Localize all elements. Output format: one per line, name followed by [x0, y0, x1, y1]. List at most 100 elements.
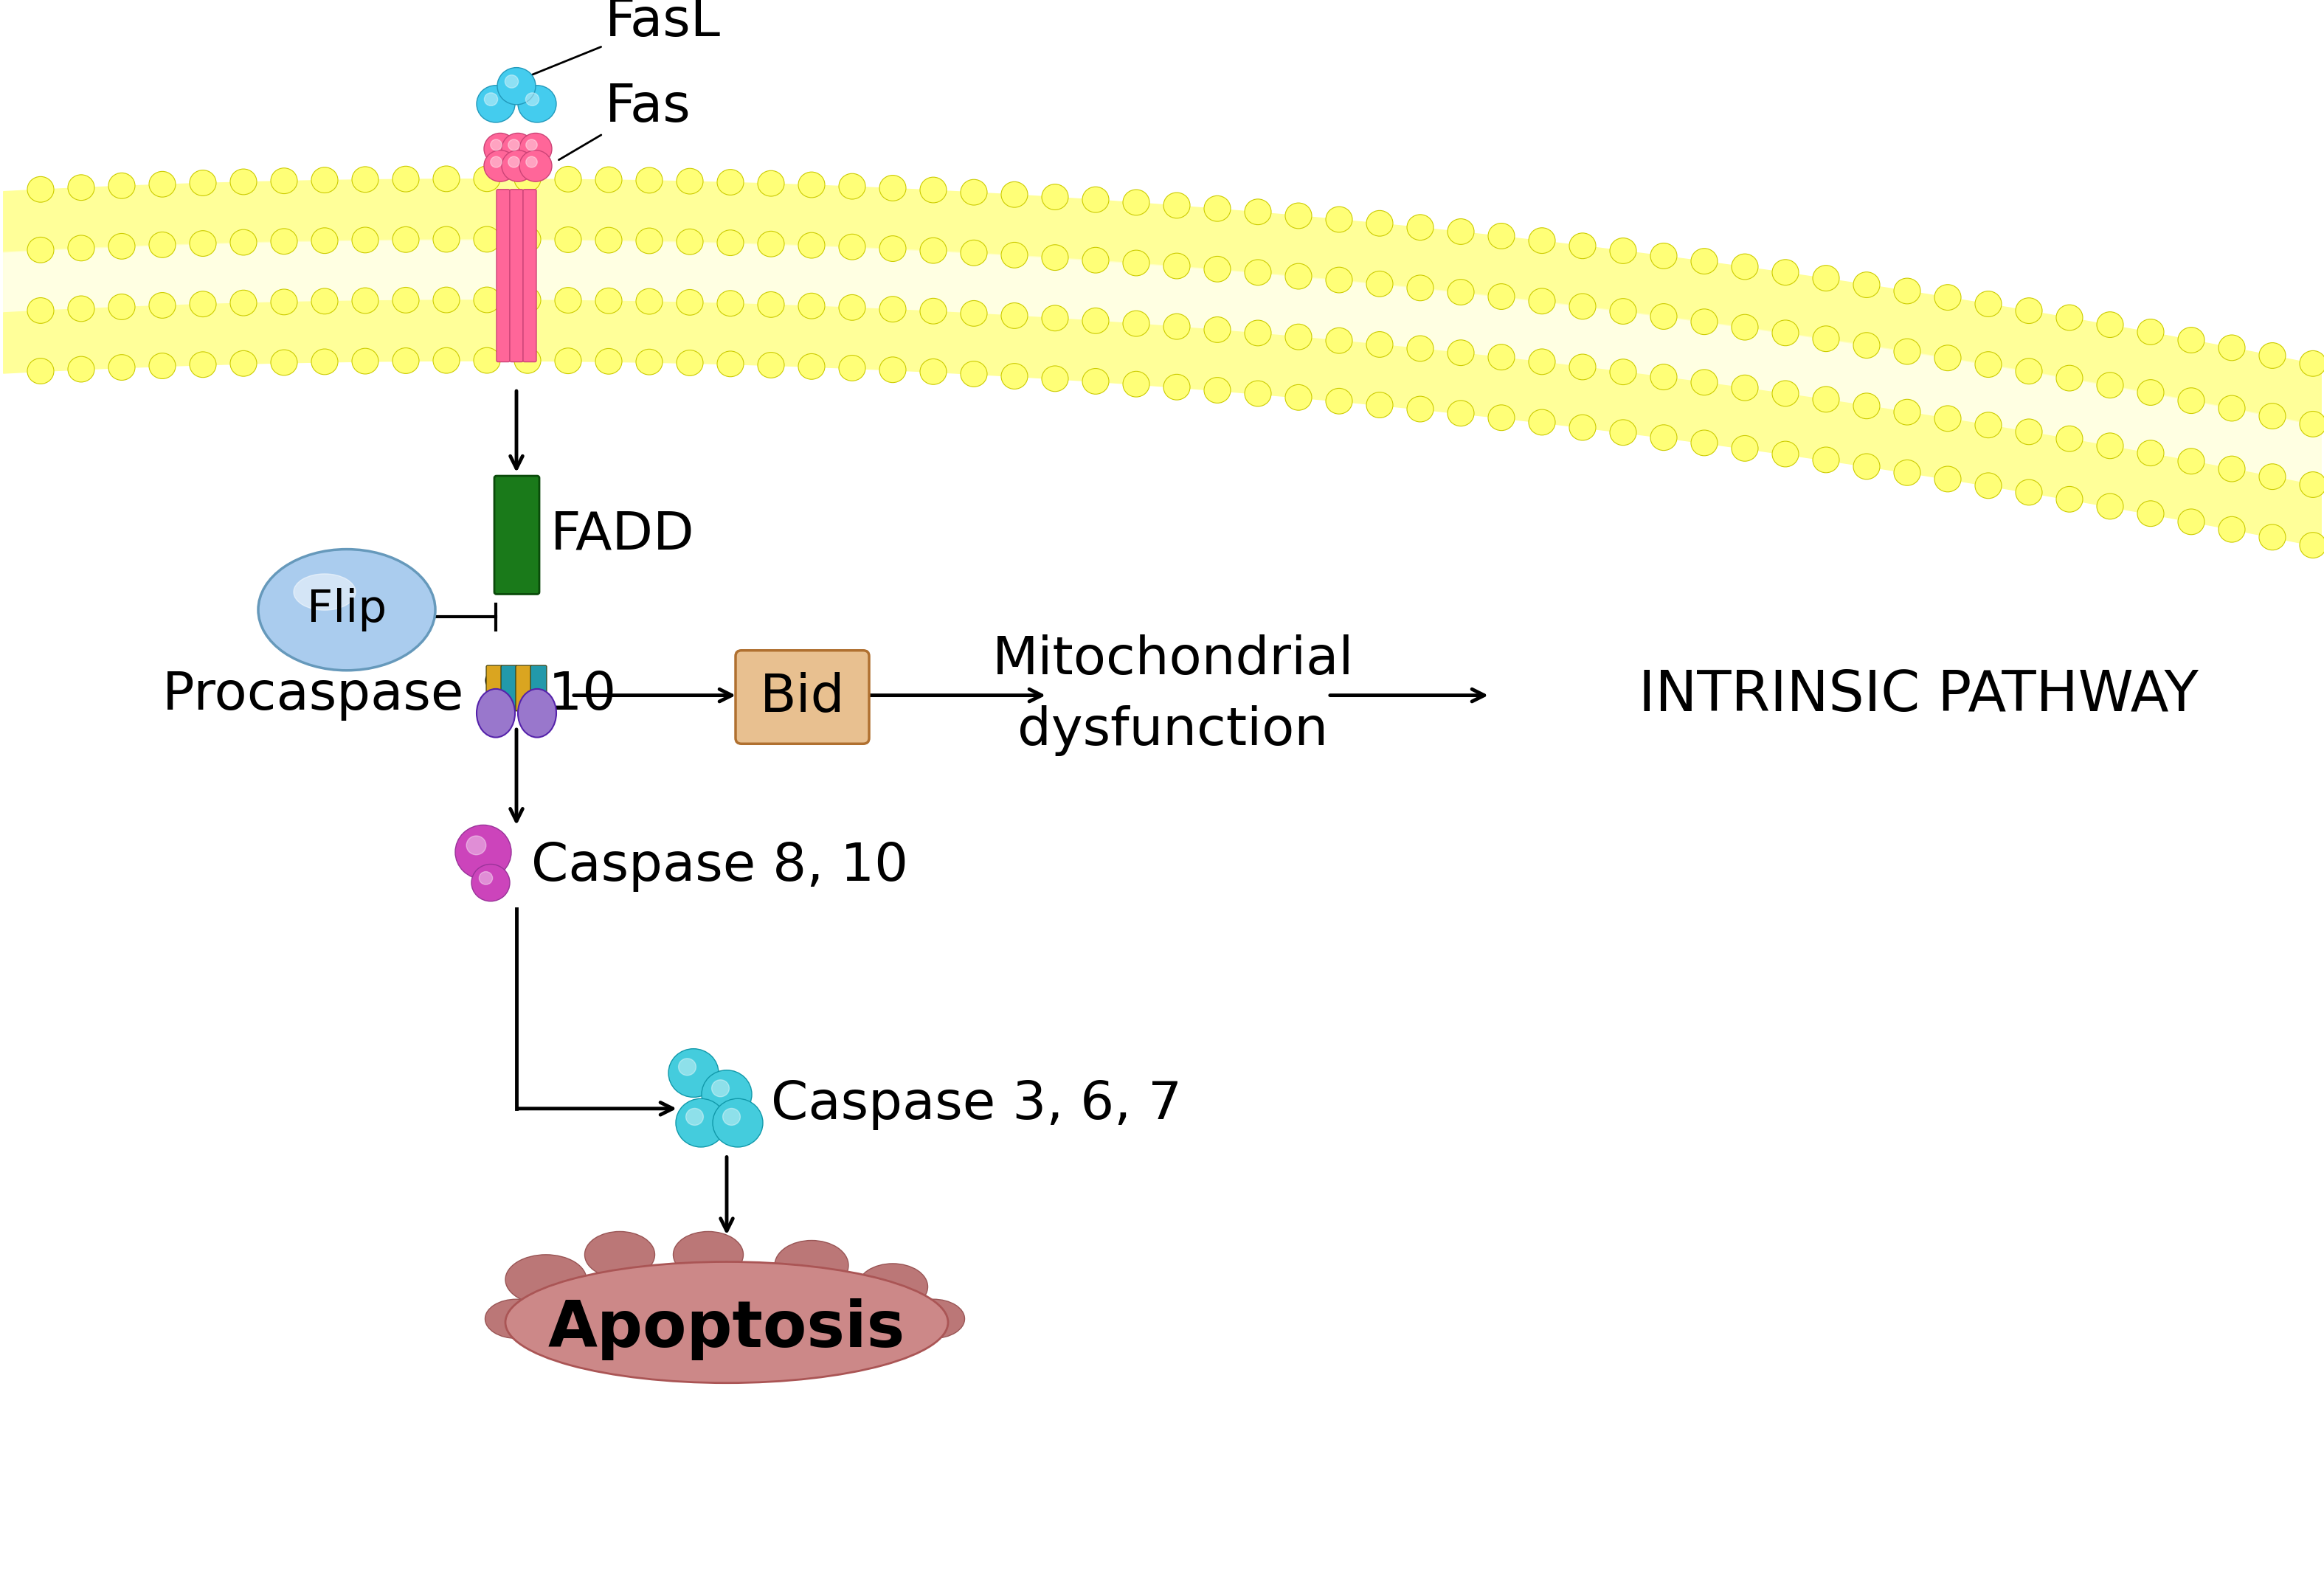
- Circle shape: [28, 298, 53, 324]
- Circle shape: [393, 167, 418, 192]
- Text: Procaspase 8, 10: Procaspase 8, 10: [163, 669, 616, 720]
- Circle shape: [230, 351, 256, 376]
- Circle shape: [497, 68, 535, 105]
- Circle shape: [149, 232, 177, 257]
- Ellipse shape: [504, 1255, 586, 1305]
- Circle shape: [1122, 371, 1150, 397]
- Ellipse shape: [674, 1231, 744, 1278]
- Circle shape: [2259, 403, 2284, 428]
- Text: Caspase 3, 6, 7: Caspase 3, 6, 7: [772, 1080, 1183, 1131]
- Circle shape: [960, 179, 988, 205]
- Circle shape: [518, 133, 551, 165]
- Circle shape: [797, 354, 825, 379]
- Circle shape: [878, 174, 906, 201]
- Circle shape: [2178, 449, 2205, 474]
- Circle shape: [1894, 400, 1920, 425]
- Circle shape: [28, 358, 53, 384]
- Circle shape: [686, 1109, 704, 1126]
- Circle shape: [1406, 274, 1434, 301]
- Circle shape: [432, 167, 460, 192]
- Circle shape: [878, 297, 906, 322]
- Circle shape: [1813, 447, 1838, 473]
- Circle shape: [1204, 195, 1232, 222]
- Circle shape: [28, 176, 53, 203]
- Circle shape: [2301, 471, 2324, 498]
- Circle shape: [230, 230, 256, 255]
- Circle shape: [1285, 385, 1311, 411]
- Circle shape: [1164, 374, 1190, 400]
- Circle shape: [1529, 349, 1555, 374]
- Circle shape: [1122, 311, 1150, 336]
- Circle shape: [230, 170, 256, 195]
- Circle shape: [1487, 404, 1515, 430]
- Circle shape: [1852, 333, 1880, 358]
- Circle shape: [555, 167, 581, 192]
- Circle shape: [555, 227, 581, 252]
- Circle shape: [525, 94, 539, 106]
- Circle shape: [637, 168, 662, 193]
- Circle shape: [474, 227, 500, 252]
- Circle shape: [1041, 305, 1069, 331]
- Circle shape: [920, 298, 946, 324]
- Circle shape: [351, 287, 379, 314]
- Text: Mitochondrial
dysfunction: Mitochondrial dysfunction: [992, 634, 1355, 757]
- Ellipse shape: [486, 1299, 548, 1339]
- Circle shape: [1813, 265, 1838, 290]
- Circle shape: [1164, 254, 1190, 279]
- Circle shape: [149, 292, 177, 319]
- Circle shape: [637, 228, 662, 254]
- Circle shape: [839, 235, 865, 260]
- Circle shape: [351, 227, 379, 252]
- Circle shape: [1285, 203, 1311, 228]
- Circle shape: [1731, 436, 1759, 462]
- Circle shape: [711, 1080, 730, 1098]
- Circle shape: [1813, 325, 1838, 352]
- Circle shape: [456, 825, 511, 879]
- Circle shape: [839, 295, 865, 320]
- Circle shape: [2057, 305, 2082, 330]
- Circle shape: [2301, 411, 2324, 436]
- Circle shape: [483, 151, 516, 181]
- Circle shape: [723, 1109, 741, 1126]
- Circle shape: [518, 151, 551, 181]
- Circle shape: [351, 167, 379, 192]
- Circle shape: [472, 864, 509, 901]
- Circle shape: [1083, 368, 1109, 395]
- Circle shape: [2138, 501, 2164, 527]
- Circle shape: [311, 228, 337, 254]
- Circle shape: [718, 351, 744, 377]
- Circle shape: [2057, 427, 2082, 452]
- Circle shape: [2138, 441, 2164, 466]
- Circle shape: [1934, 406, 1961, 431]
- Circle shape: [637, 349, 662, 374]
- Text: Caspase 8, 10: Caspase 8, 10: [532, 841, 909, 891]
- Circle shape: [1650, 425, 1678, 450]
- Circle shape: [311, 289, 337, 314]
- Circle shape: [1773, 381, 1799, 406]
- Circle shape: [393, 227, 418, 252]
- Circle shape: [2301, 351, 2324, 376]
- Circle shape: [1975, 352, 2001, 377]
- Circle shape: [1773, 441, 1799, 466]
- Circle shape: [1731, 314, 1759, 339]
- Circle shape: [1731, 254, 1759, 279]
- Circle shape: [1448, 339, 1473, 365]
- Circle shape: [595, 167, 623, 192]
- Circle shape: [1852, 393, 1880, 419]
- Circle shape: [509, 157, 521, 168]
- Circle shape: [1285, 324, 1311, 349]
- Circle shape: [311, 167, 337, 193]
- FancyBboxPatch shape: [516, 666, 532, 711]
- Circle shape: [1487, 344, 1515, 370]
- Circle shape: [1164, 314, 1190, 339]
- Circle shape: [1204, 257, 1232, 282]
- Circle shape: [432, 227, 460, 252]
- Circle shape: [1002, 243, 1027, 268]
- Text: FasL: FasL: [514, 0, 720, 82]
- Circle shape: [67, 297, 95, 322]
- Circle shape: [2301, 533, 2324, 558]
- Circle shape: [514, 287, 541, 312]
- Circle shape: [1448, 279, 1473, 305]
- Circle shape: [1083, 187, 1109, 213]
- Circle shape: [1367, 392, 1392, 417]
